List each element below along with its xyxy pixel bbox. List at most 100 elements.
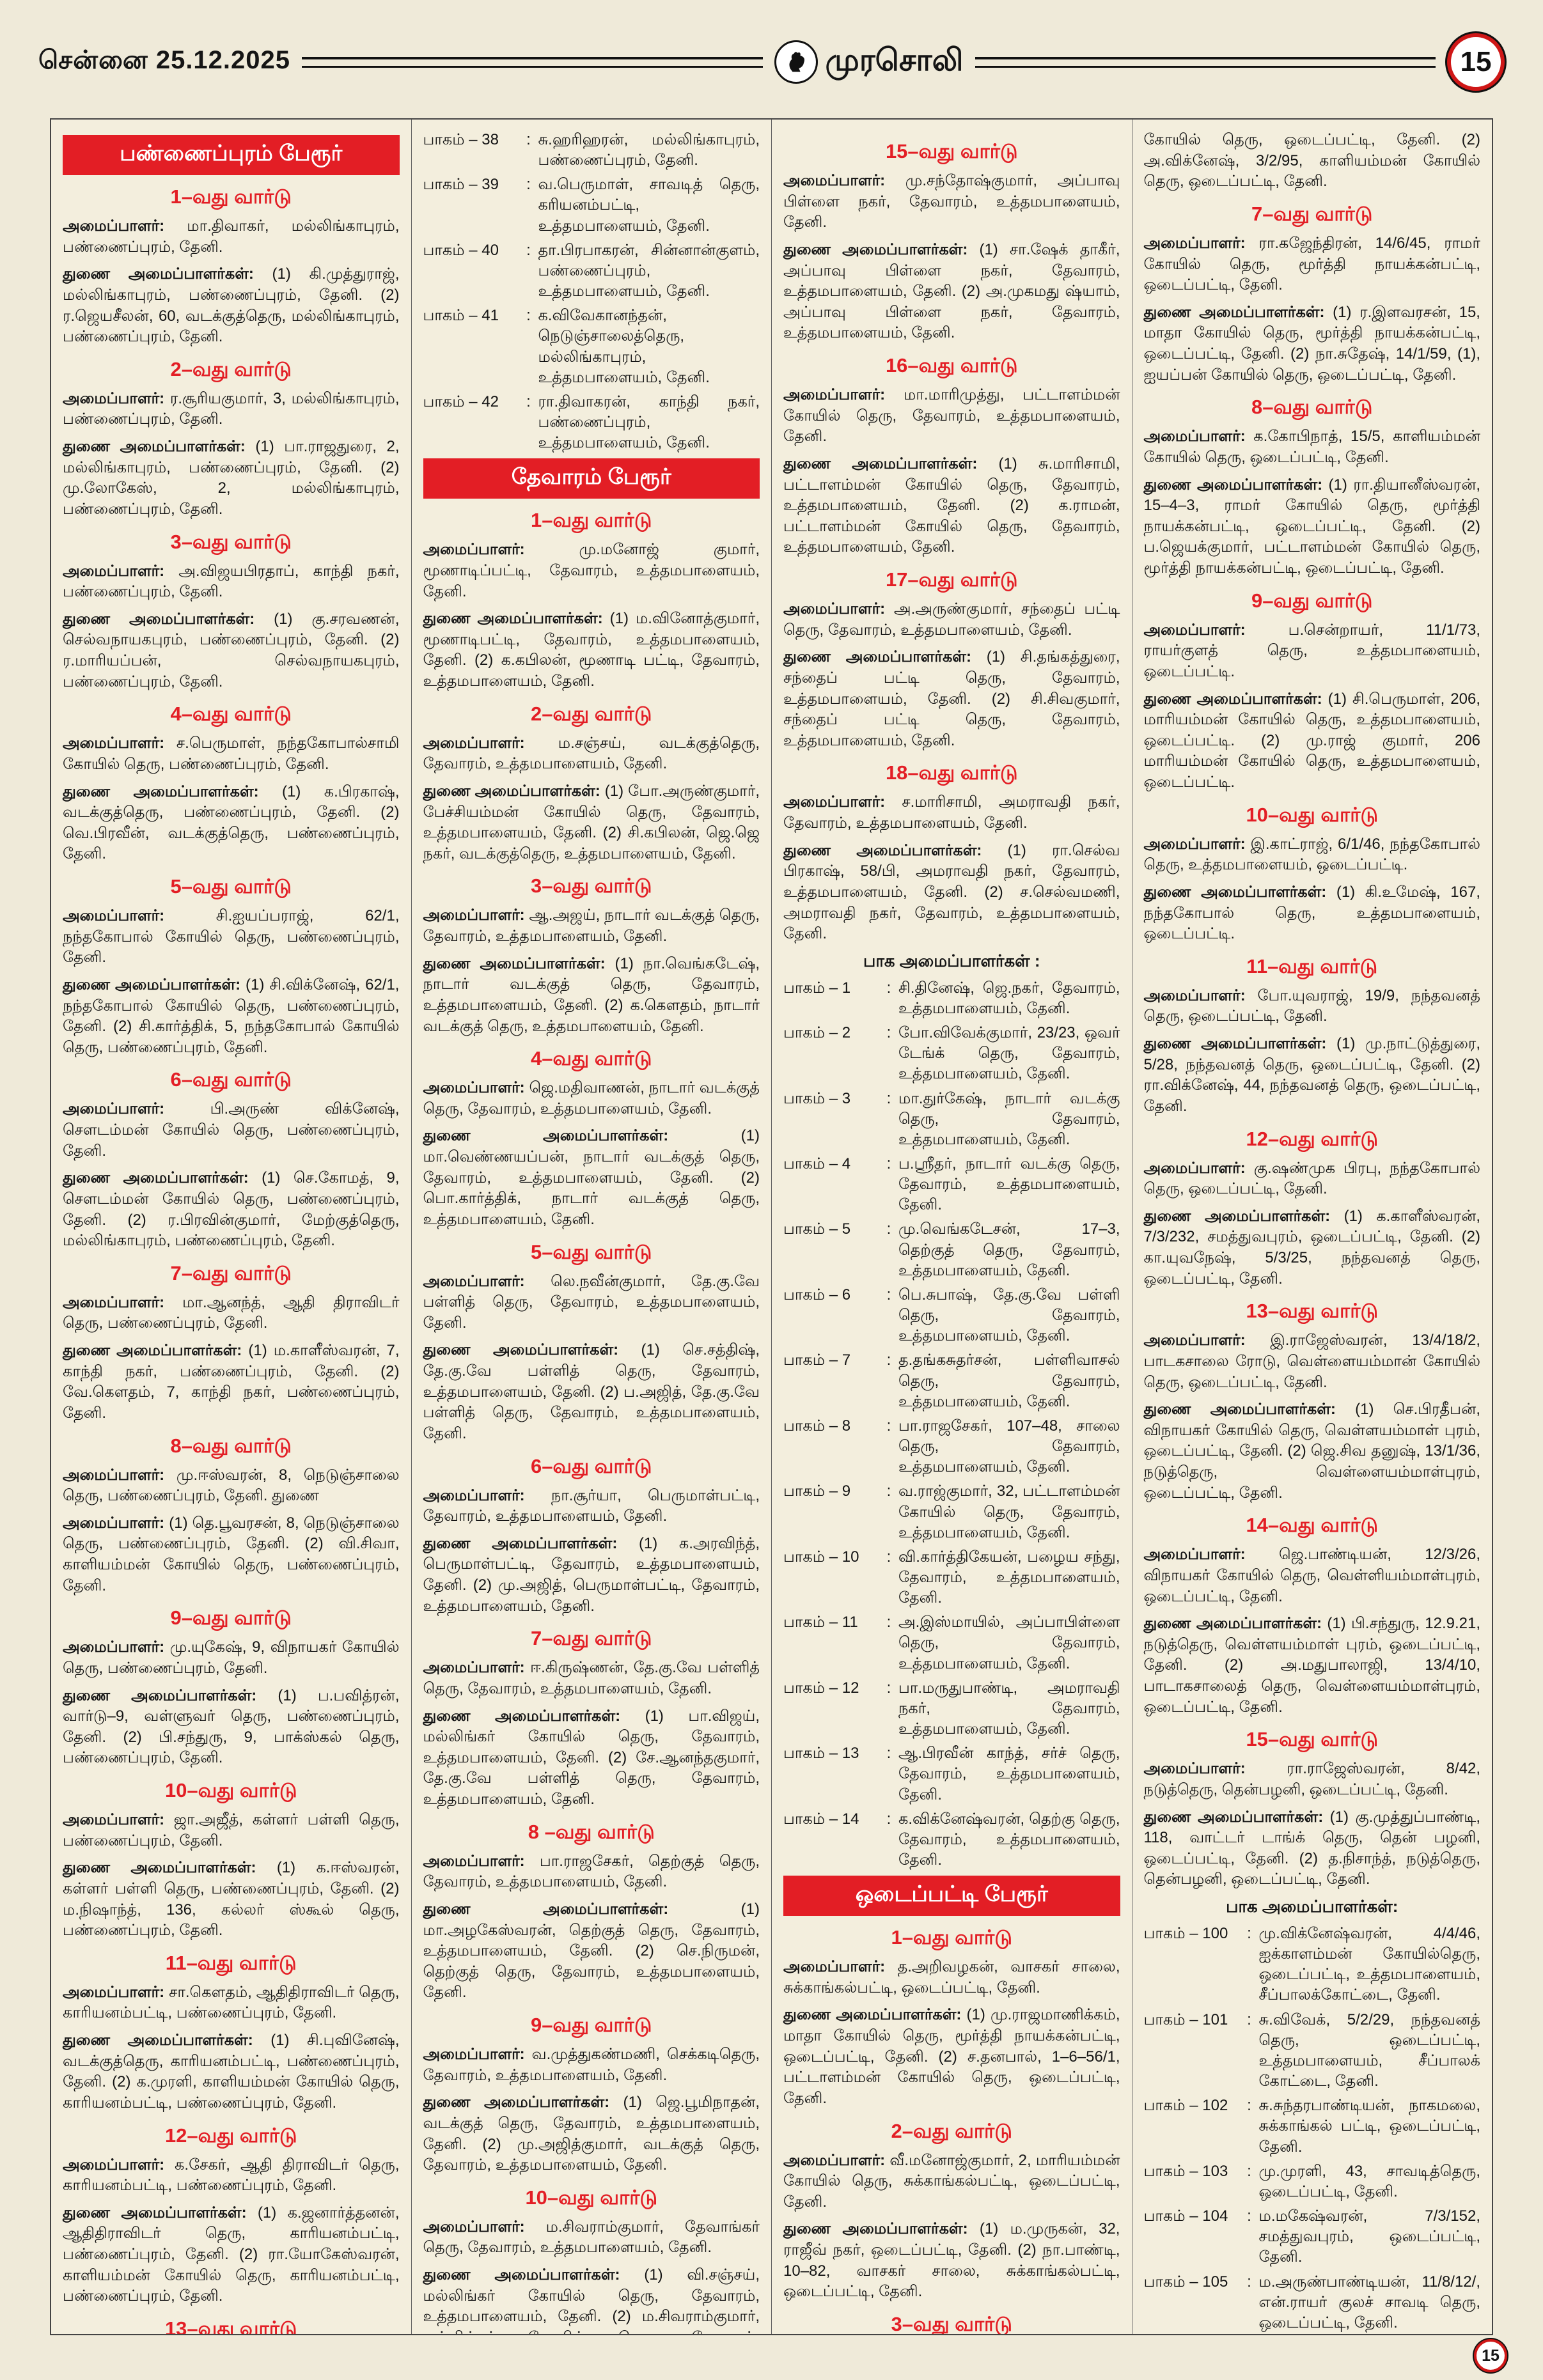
deputy-organizers-para: துணை அமைப்பாளர்கள்: (1) நா.வெங்கடேஷ், நா… [423, 954, 760, 1038]
deputy-organizers-para: துணை அமைப்பாளர்கள்: (1) கி.உமேஷ், 167, ந… [1144, 882, 1481, 945]
part-number-label: பாகம் – 4 [783, 1155, 851, 1172]
para-lead-label: அமைப்பாளர்: [783, 793, 886, 811]
part-number-label: பாகம் – 100 [1143, 1925, 1228, 1942]
ward-header: 1–வது வார்டு [531, 509, 652, 532]
part-number-label: பாகம் – 14 [783, 1810, 859, 1828]
part-colon: : [1247, 2011, 1251, 2028]
para-lead-label: அமைப்பாளர்: [63, 1466, 165, 1484]
part-text: வி.கார்த்திகேயன், பழைய சந்து, தேவாரம், உ… [898, 1548, 1120, 1607]
ward-header: 8 –வது வார்டு [528, 1820, 655, 1843]
para-text: (1) மு.நாட்டுத்துரை, 5/28, நந்தவனத் தெரு… [1143, 1035, 1481, 1115]
para-text: (1) சா.ஷேக் தாகீர், அப்பாவு பிள்ளை நகர்,… [783, 240, 1120, 342]
news-column: 15–வது வார்டு அமைப்பாளர்: மு.சந்தோஷ்குமார… [772, 120, 1132, 2334]
organizer-para: அமைப்பாளர்: இ.காட்ராஜ், 6/1/46, நந்தகோபா… [1144, 834, 1481, 876]
deputy-organizers-para: துணை அமைப்பாளர்கள்: (1) போ.அருண்குமார், … [423, 781, 760, 865]
para-lead-label: துணை அமைப்பாளர்கள்: [63, 976, 241, 993]
edition-date: சென்னை 25.12.2025 [38, 46, 291, 74]
ward-header: 4–வது வார்டு [531, 1047, 652, 1070]
part-row: பாகம் – 101: சு.விவேக், 5/2/29, நந்தவனத் … [1144, 2010, 1481, 2092]
ward-header: 9–வது வார்டு [531, 2014, 652, 2037]
para-lead-label: துணை அமைப்பாளர்கள்: [63, 610, 255, 628]
deputy-organizers-para: துணை அமைப்பாளர்கள்: (1) மு.நாட்டுத்துரை,… [1144, 1034, 1481, 1117]
organizer-para: அமைப்பாளர்: ம.சிவராம்குமார், தேவாங்கர் த… [423, 2217, 760, 2259]
organizer-para: அமைப்பாளர்: த.அறிவழகன், வாசகர் சாலை, சுக… [783, 1957, 1120, 1998]
section-header: பண்ணைப்புரம் பேரூர் [63, 135, 400, 175]
part-colon: : [886, 1810, 891, 1828]
para-text: ரா.கஜேந்திரன், 14/6/45, ராமர் கோயில் தெர… [1143, 234, 1481, 294]
part-number-label: பாகம் – 38 [423, 131, 499, 148]
masthead-title: முரசொலி [825, 43, 964, 77]
para-lead-label: அமைப்பாளர்: [63, 2156, 165, 2174]
para-text: (1) பா.ராஜதுரை, 2, மல்லிங்காபுரம், பண்ணை… [63, 438, 400, 518]
para-lead-label: அமைப்பாளர்: [423, 2218, 525, 2236]
organizer-para: அமைப்பாளர்: ப.சென்றாயர், 11/1/73, ராயர்க… [1144, 620, 1481, 683]
para-text: வீ.மனோஜ்குமார், 2, மாரியம்மன் கோயில் தெர… [783, 2151, 1120, 2211]
para-lead-label: துணை அமைப்பாளர்கள்: [1143, 1615, 1322, 1633]
part-row: பாகம் – 5: மு.வெங்கடேசன், 17–3, தெற்குத் … [783, 1219, 1120, 1280]
part-number-label: பாகம் – 103 [1143, 2162, 1228, 2180]
organizer-para: அமைப்பாளர்: பா.ராஜசேகர், தெற்குத் தெரு, … [423, 1851, 760, 1893]
ward-header: 10–வது வார்டு [1246, 803, 1379, 826]
para-lead-label: துணை அமைப்பாளர்கள்: [1143, 690, 1322, 708]
part-row: பாகம் – 12: பா.மருதுபாண்டி, அமராவதி நகர்,… [783, 1678, 1120, 1739]
part-text: ரா.திவாகரன், காந்தி நகர், பண்ணைப்புரம், … [538, 393, 760, 452]
deputy-organizers-para: துணை அமைப்பாளர்கள்: (1) கி.முத்துராஜ், ம… [63, 264, 400, 348]
para-text: மு.சந்தோஷ்குமார், அப்பாவு பிள்ளை நகர், த… [783, 172, 1120, 231]
part-colon: : [1247, 2097, 1251, 2115]
organizer-para: அமைப்பாளர்: சி.ஐயப்பராஜ், 62/1, நந்தகோபா… [63, 906, 400, 968]
part-text: வ.பெருமாள், சாவடித் தெரு, கரியனம்பட்டி, … [538, 176, 760, 235]
organizer-para: அமைப்பாளர்: ஜா.அஜீத், கள்ளர் பள்ளி தெரு,… [63, 1810, 400, 1851]
part-colon: : [526, 176, 531, 194]
para-text: இ.காட்ராஜ், 6/1/46, நந்தகோபால் தெரு, உத்… [1143, 835, 1481, 874]
para-lead-label: அமைப்பாளர்: [423, 1272, 525, 1290]
deputy-organizers-para: துணை அமைப்பாளர்கள்: (1) க.காளீஸ்வரன், 7/… [1144, 1206, 1481, 1290]
ward-header: 17–வது வார்டு [885, 568, 1018, 591]
part-row: பாகம் – 38: சு.ஹரிஹரன், மல்லிங்காபுரம், ப… [423, 130, 760, 171]
ward-header: 15–வது வார்டு [885, 140, 1018, 162]
para-text: பா.ராஜசேகர், தெற்குத் தெரு, தேவாரம், உத்… [423, 1852, 760, 1891]
para-text: (1) க.பிரகாஷ், வடக்குத்தெரு, பண்ணைப்புரம… [63, 782, 400, 863]
part-row: பாகம் – 100: மு.விக்னேஷ்வரன், 4/4/46, ஐக்… [1144, 1924, 1481, 2006]
organizer-para: அமைப்பாளர்: வ.முத்துகண்மணி, செக்கடிதெரு,… [423, 2044, 760, 2086]
para-lead-label: அமைப்பாளர்: [783, 386, 886, 403]
ward-header: 2–வது வார்டு [891, 2119, 1012, 2142]
deputy-organizers-para: துணை அமைப்பாளர்கள்: (1) ம.முருகன், 32, ர… [783, 2219, 1120, 2303]
organizer-para: அமைப்பாளர்: ஜெ.பாண்டியன், 12/3/26, விநாய… [1144, 1544, 1481, 1607]
deputy-organizers-para: துணை அமைப்பாளர்கள்: (1) ம.வினோத்குமார், … [423, 609, 760, 692]
ward-header: 2–வது வார்டு [531, 702, 652, 725]
ward-header: 12–வது வார்டு [164, 2124, 297, 2147]
ward-header: 7–வது வார்டு [1251, 202, 1373, 225]
ward-header: 12–வது வார்டு [1246, 1127, 1379, 1150]
para-lead-label: அமைப்பாளர்: [1143, 1332, 1246, 1349]
para-lead-label: துணை அமைப்பாளர்கள்: [423, 610, 603, 628]
ward-header: 1–வது வார்டு [891, 1926, 1012, 1949]
part-row: பாகம் – 40: தா.பிரபாகரன், சின்னான்குளம், … [423, 240, 760, 302]
section-header: தேவாரம் பேரூர் [423, 458, 760, 499]
para-lead-label: துணை அமைப்பாளர்கள்: [63, 2032, 253, 2049]
masthead-rule-left [302, 56, 763, 68]
para-text: (1) கு.முத்துப்பாண்டி, 118, வாட்டர் டாங்… [1143, 1808, 1481, 1888]
part-text: ப.ஸ்ரீதர், நாடார் வடக்கு தெரு, தேவாரம், … [898, 1155, 1120, 1214]
para-text: ஜா.அஜீத், கள்ளர் பள்ளி தெரு, பண்ணைப்புரம… [63, 1811, 400, 1849]
organizer-para: அமைப்பாளர்: போ.யுவராஜ், 19/9, நந்தவனத் த… [1144, 986, 1481, 1027]
para-lead-label: துணை அமைப்பாளர்கள்: [423, 2094, 610, 2112]
part-row: பாகம் – 7: த.தங்கசுதர்சன், பள்ளிவாசல் தெர… [783, 1350, 1120, 1412]
part-row: பாகம் – 4: ப.ஸ்ரீதர், நாடார் வடக்கு தெரு,… [783, 1154, 1120, 1215]
deputy-organizers-para: துணை அமைப்பாளர்கள்: (1) பா.ராஜதுரை, 2, ம… [63, 437, 400, 520]
para-text: (1) ம.வினோத்குமார், மூணாடிபட்டி, தேவாரம்… [423, 610, 760, 690]
ward-header: 9–வது வார்டு [1251, 589, 1373, 612]
deputy-organizers-para: துணை அமைப்பாளர்கள்: (1) மா.அழகேஸ்வரன், த… [423, 1899, 760, 2003]
para-text: (1) ர.இளவரசன், 15, மாதா கோயில் தெரு, மூர… [1143, 303, 1481, 384]
part-colon: : [886, 1482, 891, 1500]
para-text: ஜெ.மதிவாணன், நாடார் வடக்குத் தெரு, தேவார… [423, 1079, 760, 1117]
para-lead-label: துணை அமைப்பாளர்கள்: [1143, 476, 1323, 494]
part-colon: : [886, 1745, 891, 1762]
para-lead-label: அமைப்பாளர்: [63, 1100, 165, 1118]
para-lead-label: துணை அமைப்பாளர்கள்: [423, 1341, 619, 1359]
part-text: மா.துர்கேஷ், நாடார் வடக்கு தெரு, தேவாரம்… [898, 1089, 1120, 1148]
para-lead-label: அமைப்பாளர்: [783, 1958, 886, 1976]
para-text: (1) தெ.பூவரசன், 8, நெடுஞ்சாலை தெரு, பண்ண… [63, 1514, 400, 1594]
para-lead-label: அமைப்பாளர்: [63, 907, 165, 924]
ward-header: 13–வது வார்டு [164, 2317, 297, 2334]
para-text: லெ.நவீன்குமார், தே.கு.வே பள்ளித் தெரு, த… [423, 1272, 760, 1332]
